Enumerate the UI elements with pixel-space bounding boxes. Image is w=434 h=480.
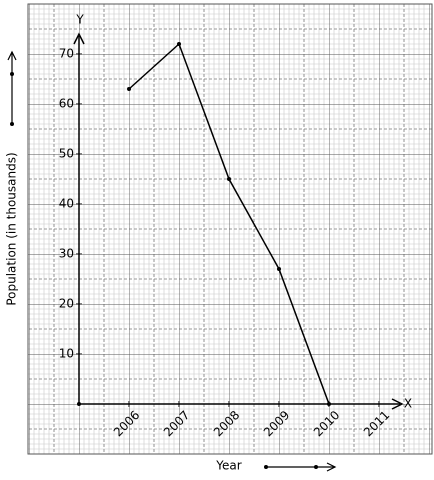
dot — [10, 72, 14, 76]
y-tick-label: 20 — [59, 297, 74, 311]
y-tick-label: 10 — [59, 347, 74, 361]
point — [177, 42, 181, 46]
y-tick-label: 30 — [59, 247, 74, 261]
y-tick-label: 70 — [59, 47, 74, 61]
dot — [314, 465, 318, 469]
point — [327, 402, 331, 406]
y-tick-label: 50 — [59, 147, 74, 161]
graph-paper — [27, 3, 433, 455]
y-tick-label: 60 — [59, 97, 74, 111]
y-axis-name: Y — [75, 13, 84, 27]
origin — [77, 402, 81, 406]
dot — [264, 465, 268, 469]
point — [127, 87, 131, 91]
point — [277, 267, 281, 271]
dot — [10, 122, 14, 126]
y-axis-label: Population (in thousands) — [5, 152, 19, 305]
point — [227, 177, 231, 181]
side-arrow — [7, 50, 337, 472]
x-axis-label: Year — [215, 459, 241, 473]
y-tick-label: 40 — [59, 197, 74, 211]
x-axis-name: X — [404, 397, 412, 411]
axes — [73, 32, 404, 410]
